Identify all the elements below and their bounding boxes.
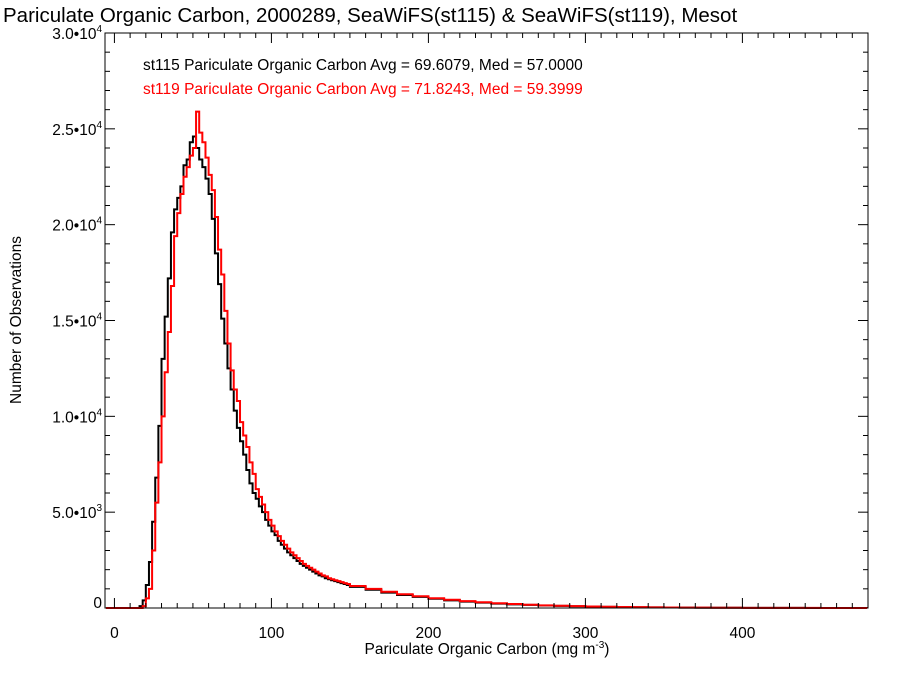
x-axis-label-exponent: -3 — [595, 640, 604, 651]
x-axis-label-text: Pariculate Organic Carbon (mg m — [365, 641, 596, 658]
y-tick-label-exponent: 4 — [96, 216, 102, 227]
y-tick-label: 3.0•104 — [52, 24, 102, 43]
plot-frame — [104, 32, 869, 609]
series-line-st115 — [106, 135, 868, 609]
x-tick-label: 300 — [572, 625, 598, 642]
y-tick-label: 2.5•104 — [52, 120, 102, 139]
y-tick-label-base: 2.0•10 — [52, 218, 97, 235]
y-tick-label-base: 5.0•10 — [52, 505, 97, 522]
y-tick-label: 1.5•104 — [52, 312, 102, 331]
x-tick-label: 0 — [110, 625, 119, 642]
y-tick-label-exponent: 4 — [96, 407, 102, 418]
series-line-st119 — [106, 110, 868, 609]
y-tick-label-exponent: 4 — [96, 312, 102, 323]
y-tick-label: 5.0•103 — [52, 503, 102, 522]
y-tick-label: 0 — [93, 595, 102, 612]
y-tick-label-exponent: 4 — [96, 120, 102, 131]
y-tick-label: 1.0•104 — [52, 407, 102, 426]
y-tick-label-exponent: 3 — [96, 503, 102, 514]
y-tick-label-base: 2.5•10 — [52, 122, 97, 139]
x-tick-label: 100 — [258, 625, 284, 642]
y-tick-label: 2.0•104 — [52, 216, 102, 235]
legend-entry-st119: st119 Pariculate Organic Carbon Avg = 71… — [143, 81, 583, 98]
y-tick-label-base: 0 — [93, 595, 102, 612]
chart-title: Pariculate Organic Carbon, 2000289, SeaW… — [3, 4, 737, 27]
x-axis-label: Pariculate Organic Carbon (mg m-3) — [365, 640, 610, 658]
y-tick-label-base: 1.5•10 — [52, 314, 97, 331]
y-tick-label-exponent: 4 — [96, 24, 102, 35]
x-axis-label-suffix: ) — [604, 641, 609, 658]
y-tick-label-base: 1.0•10 — [52, 409, 97, 426]
legend-entry-st115: st115 Pariculate Organic Carbon Avg = 69… — [143, 57, 583, 74]
y-tick-label-base: 3.0•10 — [52, 26, 97, 43]
y-axis-label: Number of Observations — [8, 236, 25, 404]
x-tick-label: 200 — [415, 625, 441, 642]
x-tick-label: 400 — [729, 625, 755, 642]
